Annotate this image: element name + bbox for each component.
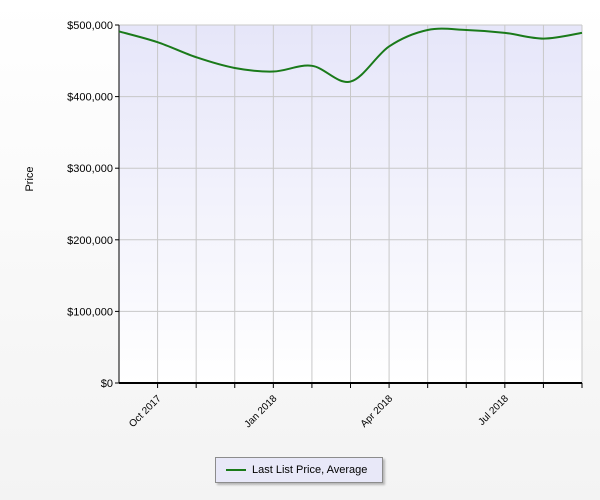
series-layer (118, 27, 583, 83)
grid (119, 24, 583, 383)
legend-label: Last List Price, Average (252, 464, 368, 476)
x-tick-label: Jan 2018 (243, 393, 280, 430)
legend[interactable]: Last List Price, Average (215, 457, 383, 483)
y-axis-label: Price (24, 166, 36, 191)
x-tick-label: Apr 2018 (359, 393, 396, 430)
y-tick-label: $0 (101, 378, 113, 390)
legend-line-swatch (226, 469, 246, 471)
y-tick-label: $400,000 (67, 92, 113, 104)
x-tick-label: Oct 2017 (127, 393, 164, 430)
series-line (118, 27, 583, 83)
y-tick-label: $100,000 (67, 306, 113, 318)
y-tick-label: $200,000 (67, 235, 113, 247)
y-tick-label: $300,000 (67, 163, 113, 175)
x-tick-label: Jul 2018 (476, 393, 511, 428)
y-tick-label: $500,000 (67, 20, 113, 32)
